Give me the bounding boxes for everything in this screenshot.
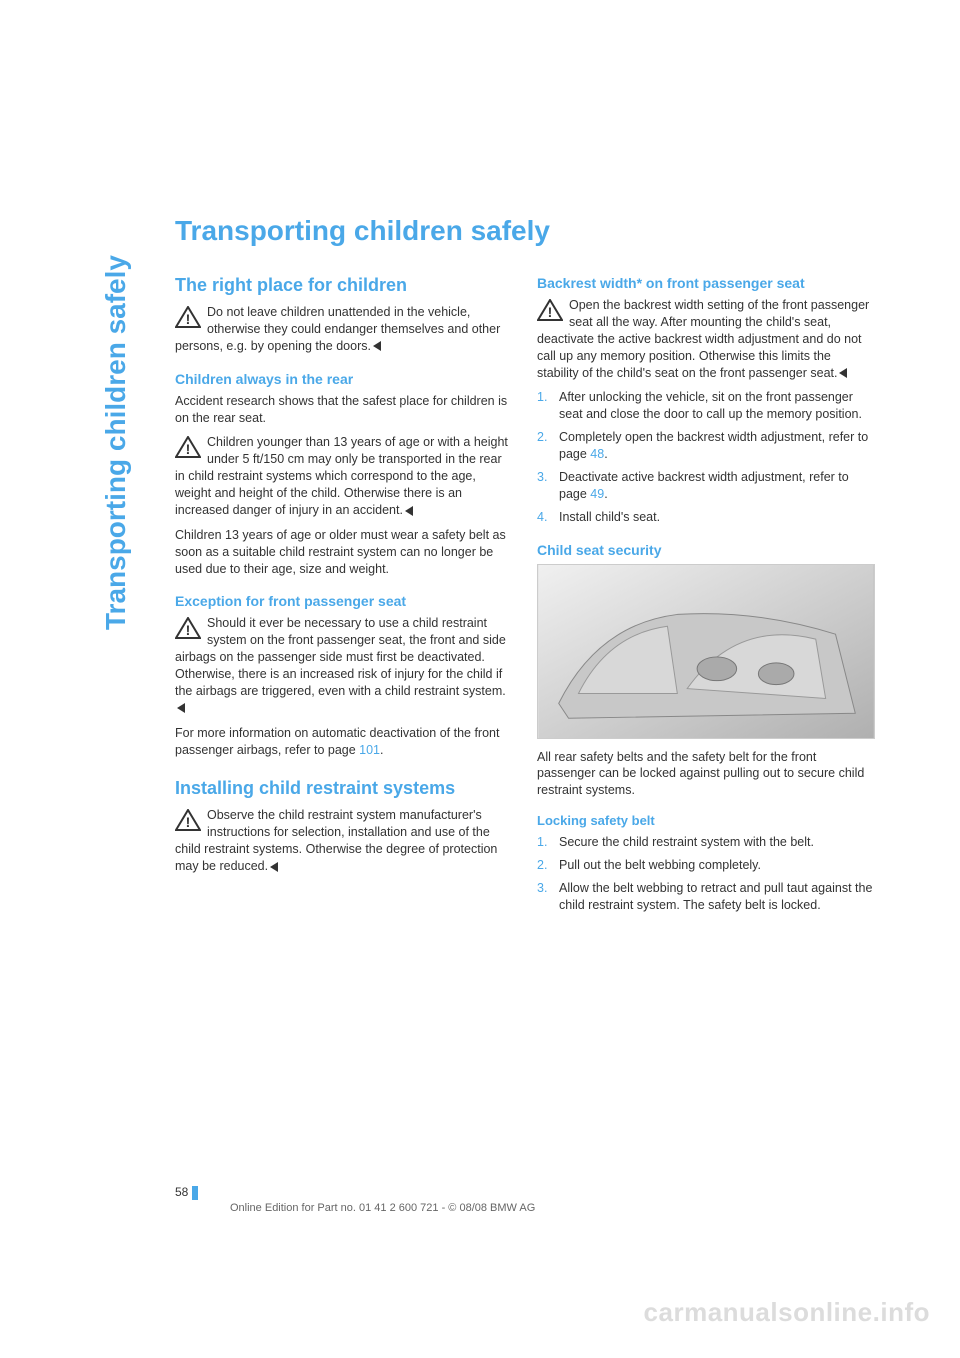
warning-icon: !: [175, 436, 201, 458]
warning-icon: !: [175, 306, 201, 328]
page-number-value: 58: [175, 1185, 188, 1199]
warning-block: ! Do not leave children unattended in th…: [175, 304, 513, 355]
body-paragraph: All rear safety belts and the safety bel…: [537, 749, 875, 800]
two-column-layout: The right place for children ! Do not le…: [175, 275, 875, 922]
footer-text: Online Edition for Part no. 01 41 2 600 …: [230, 1202, 535, 1214]
numbered-steps: Secure the child restraint system with t…: [537, 834, 875, 914]
watermark: carmanualsonline.info: [644, 1297, 930, 1328]
warning-text: Observe the child restraint system manuf…: [175, 808, 497, 873]
warning-block: ! Should it ever be necessary to use a c…: [175, 615, 513, 716]
list-item: Completely open the backrest width adjus…: [537, 429, 875, 463]
end-mark-icon: [405, 506, 413, 516]
body-paragraph: Children 13 years of age or older must w…: [175, 527, 513, 578]
section-heading: Installing child restraint systems: [175, 778, 513, 799]
text-fragment: For more information on automatic deacti…: [175, 726, 499, 757]
warning-icon: !: [537, 299, 563, 321]
text-fragment: .: [380, 743, 383, 757]
end-mark-icon: [270, 862, 278, 872]
subsection-heading: Backrest width* on front passenger seat: [537, 275, 875, 291]
svg-text:!: !: [186, 814, 191, 830]
page-content: Transporting children safely The right p…: [175, 215, 875, 922]
list-item: After unlocking the vehicle, sit on the …: [537, 389, 875, 423]
subsection-heading: Child seat security: [537, 542, 875, 558]
list-item: Pull out the belt webbing completely.: [537, 857, 875, 874]
warning-text: Open the backrest width setting of the f…: [537, 298, 869, 380]
warning-block: ! Children younger than 13 years of age …: [175, 434, 513, 518]
svg-text:!: !: [548, 304, 553, 320]
svg-text:!: !: [186, 441, 191, 457]
section-heading: The right place for children: [175, 275, 513, 296]
page-number-bar: [192, 1186, 198, 1200]
sidebar-section-label: Transporting children safely: [100, 255, 132, 630]
body-paragraph: For more information on automatic deacti…: [175, 725, 513, 759]
list-item: Secure the child restraint system with t…: [537, 834, 875, 851]
warning-block: ! Open the backrest width setting of the…: [537, 297, 875, 381]
page-number: 58: [175, 1185, 198, 1200]
subsection-heading: Children always in the rear: [175, 371, 513, 387]
list-item: Deactivate active backrest width adjustm…: [537, 469, 875, 503]
page-reference-link[interactable]: 48: [590, 447, 604, 461]
page-reference-link[interactable]: 101: [359, 743, 380, 757]
list-item: Install child's seat.: [537, 509, 875, 526]
sub-subsection-heading: Locking safety belt: [537, 813, 875, 828]
warning-text: Should it ever be necessary to use a chi…: [175, 616, 506, 698]
body-paragraph: Accident research shows that the safest …: [175, 393, 513, 427]
warning-icon: !: [175, 617, 201, 639]
subsection-heading: Exception for front passenger seat: [175, 593, 513, 609]
warning-block: ! Observe the child restraint system man…: [175, 807, 513, 875]
seat-illustration-svg: [538, 565, 874, 738]
illustration-seat: [537, 564, 875, 739]
end-mark-icon: [839, 368, 847, 378]
warning-text: Do not leave children unattended in the …: [175, 305, 500, 353]
end-mark-icon: [373, 341, 381, 351]
right-column: Backrest width* on front passenger seat …: [537, 275, 875, 922]
text-fragment: .: [604, 447, 607, 461]
warning-icon: !: [175, 809, 201, 831]
text-fragment: .: [604, 487, 607, 501]
list-item: Allow the belt webbing to retract and pu…: [537, 880, 875, 914]
warning-text: Children younger than 13 years of age or…: [175, 435, 508, 517]
end-mark-icon: [177, 703, 185, 713]
left-column: The right place for children ! Do not le…: [175, 275, 513, 922]
svg-text:!: !: [186, 311, 191, 327]
svg-text:!: !: [186, 622, 191, 638]
numbered-steps: After unlocking the vehicle, sit on the …: [537, 389, 875, 525]
page-reference-link[interactable]: 49: [590, 487, 604, 501]
page-title: Transporting children safely: [175, 215, 875, 247]
